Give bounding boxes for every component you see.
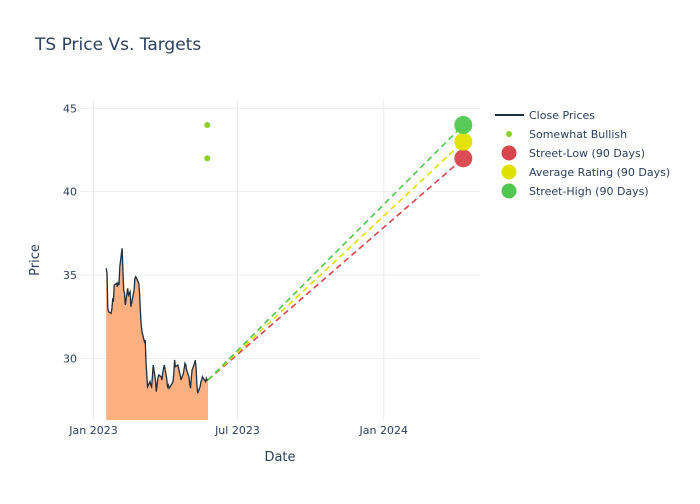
point-layer: [204, 122, 211, 162]
y-tick-label: 45: [63, 102, 77, 115]
legend-swatch-street-high-90-days: [501, 183, 517, 199]
somewhat-bullish-point: [204, 122, 211, 128]
x-tick-label: Jan 2024: [359, 424, 408, 437]
y-axis-title: Price: [28, 244, 43, 276]
street-high-90-days-target-marker: [454, 116, 473, 134]
legend-label-street-high-90-days: Street-High (90 Days): [529, 185, 649, 198]
somewhat-bullish-point: [204, 155, 211, 162]
x-axis-title: Date: [264, 450, 295, 465]
tick-layer: Jan 2023 Jul 2023 Jan 2024 30 35 40 45: [63, 102, 408, 437]
chart-title: TS Price Vs. Targets: [34, 35, 201, 55]
average-rating-90-days-target-line: [207, 141, 464, 381]
street-low-90-days-target-marker: [454, 149, 473, 168]
y-tick-label: 40: [63, 186, 77, 199]
line-layer: [105, 248, 208, 394]
legend-label-close-prices: Close Prices: [529, 109, 595, 122]
street-low-90-days-target-line: [207, 157, 464, 381]
legend-label-street-low-90-days: Street-Low (90 Days): [529, 147, 645, 160]
legend-swatch-average-rating-90-days: [501, 164, 517, 180]
legend-swatch-street-low-90-days: [501, 145, 517, 161]
x-tick-label: Jan 2023: [68, 424, 117, 437]
close-price-line: [105, 248, 208, 394]
grid-layer: [80, 100, 480, 420]
street-high-90-days-target-line: [207, 124, 464, 381]
average-rating-90-days-target-marker: [454, 132, 473, 151]
y-tick-label: 30: [63, 352, 77, 365]
area-layer: [106, 248, 208, 420]
close-price-area: [106, 248, 208, 420]
legend-label-somewhat-bullish: Somewhat Bullish: [529, 128, 627, 141]
y-tick-label: 35: [63, 269, 77, 282]
x-tick-label: Jul 2023: [214, 424, 260, 437]
target-layer: [207, 116, 473, 381]
legend: Close Prices Somewhat Bullish Street-Low (…: [495, 109, 670, 199]
legend-label-average-rating-90-days: Average Rating (90 Days): [529, 166, 670, 179]
legend-swatch-somewhat-bullish: [506, 131, 512, 137]
